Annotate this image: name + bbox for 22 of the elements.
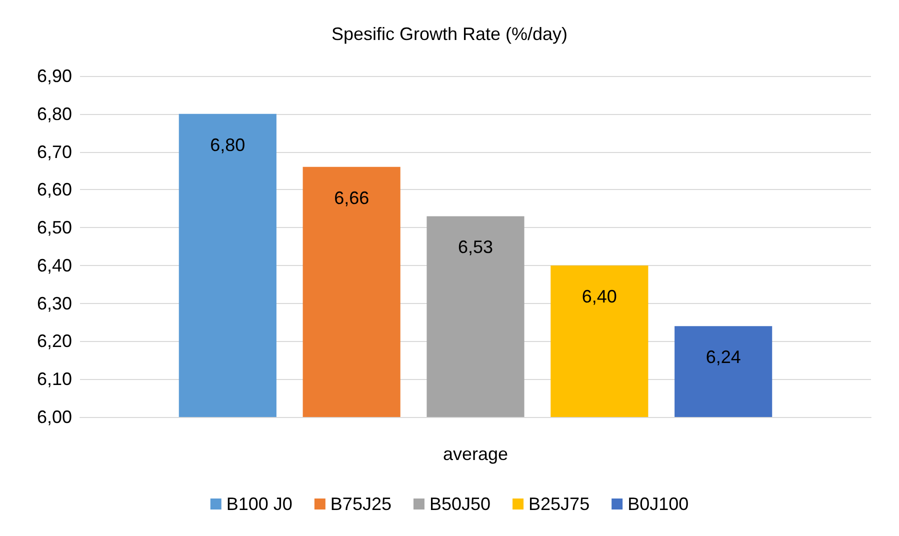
y-tick-label: 6,20 bbox=[36, 331, 72, 352]
y-tick-label: 6,10 bbox=[36, 369, 72, 390]
y-tick-label: 6,30 bbox=[36, 293, 72, 314]
legend-label: B0J100 bbox=[628, 494, 689, 514]
legend-label: B75J25 bbox=[330, 494, 392, 514]
legend-label: B100 J0 bbox=[226, 494, 292, 514]
y-tick-label: 6,70 bbox=[36, 142, 72, 162]
legend-label: B25J75 bbox=[528, 494, 590, 514]
data-label: 6,80 bbox=[210, 134, 246, 155]
chart-title: Spesific Growth Rate (%/day) bbox=[331, 24, 568, 44]
data-label: 6,40 bbox=[582, 286, 617, 306]
y-tick-label: 6,90 bbox=[36, 66, 72, 86]
y-tick-label: 6,00 bbox=[36, 407, 72, 427]
legend-label: B50J50 bbox=[429, 494, 491, 514]
y-tick-label: 6,80 bbox=[36, 104, 72, 124]
data-label: 6,66 bbox=[334, 188, 370, 208]
x-tick-label: average bbox=[442, 444, 508, 464]
data-label: 6,53 bbox=[458, 237, 494, 258]
y-tick-label: 6,50 bbox=[36, 218, 72, 238]
y-tick-label: 6,40 bbox=[36, 255, 72, 276]
data-label: 6,24 bbox=[706, 347, 741, 368]
y-tick-label: 6,60 bbox=[36, 180, 72, 200]
